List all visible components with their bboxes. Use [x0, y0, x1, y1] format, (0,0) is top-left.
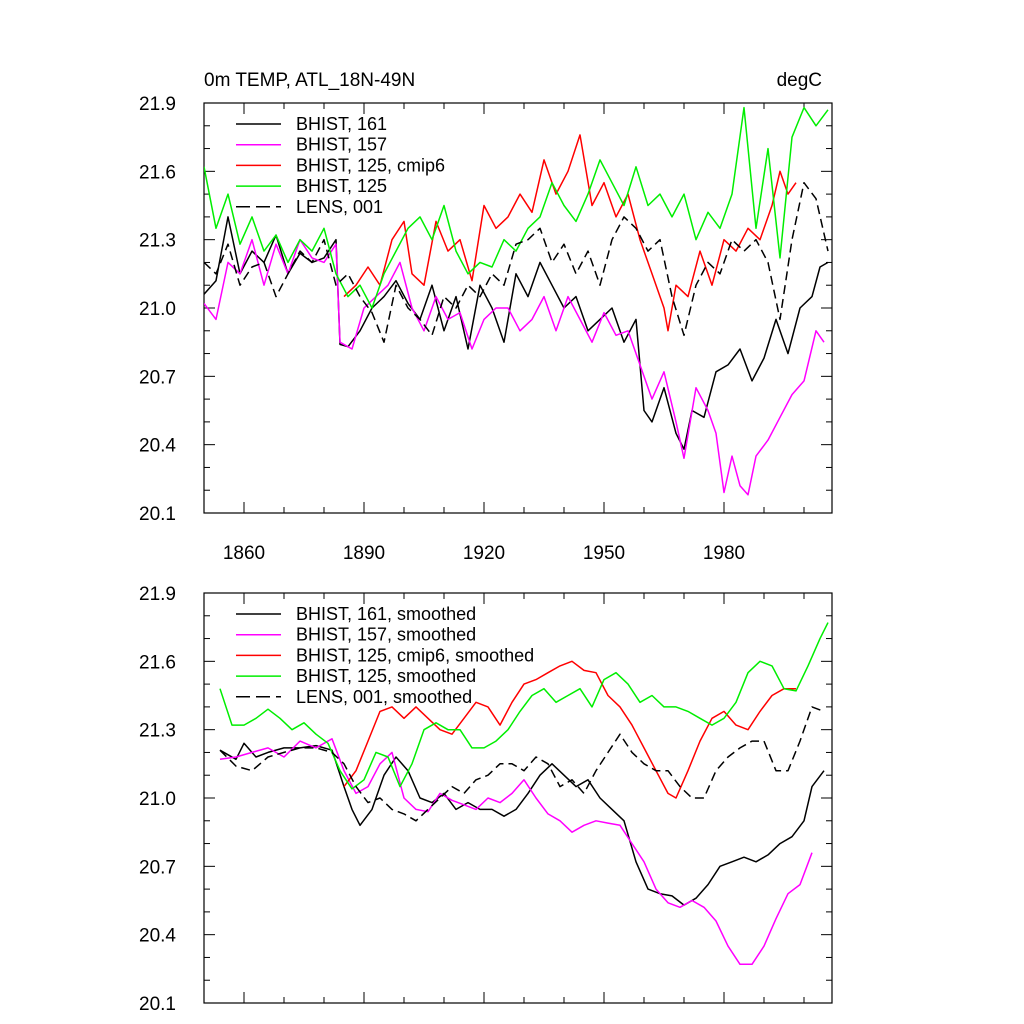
legend-label: BHIST, 157 [296, 135, 387, 155]
legend-label: BHIST, 161, smoothed [296, 604, 476, 624]
y-tick-label: 20.4 [139, 926, 176, 947]
x-tick-label: 1860 [223, 543, 265, 564]
series-line [219, 738, 813, 966]
y-tick-label: 20.1 [139, 994, 176, 1015]
x-tick-label: 1980 [703, 543, 745, 564]
series-line [204, 238, 825, 496]
x-tick-label: 1890 [343, 543, 385, 564]
x-tick-label: 1920 [463, 543, 505, 564]
bottom-panel: 20.1 20.4 20.7 21.0 21.3 21.6 21.9 BHIST, 161, … [139, 584, 833, 1015]
legend-label: LENS, 001 [296, 197, 383, 217]
y-tick-label: 21.0 [139, 789, 176, 810]
series-group [204, 106, 829, 496]
series-line [219, 706, 825, 822]
legend-label: BHIST, 125, cmip6, smoothed [296, 645, 534, 665]
legend-label: LENS, 001, smoothed [296, 687, 472, 707]
x-tick-label: 1950 [583, 543, 625, 564]
series-group [219, 622, 829, 966]
y-tick-label: 20.7 [139, 367, 176, 388]
y-tick-label: 20.7 [139, 857, 176, 878]
y-tick-label: 20.1 [139, 504, 176, 525]
y-tick-label: 21.9 [139, 584, 176, 605]
y-tick-label: 21.0 [139, 299, 176, 320]
y-tick-label: 21.6 [139, 162, 176, 183]
y-tick-label: 21.3 [139, 231, 176, 252]
plot-title: 0m TEMP, ATL_18N-49N [204, 70, 415, 91]
legend-label: BHIST, 125, cmip6 [296, 155, 445, 175]
series-line [204, 181, 829, 343]
series-line [343, 660, 796, 799]
series-line [219, 742, 825, 906]
legend-label: BHIST, 161 [296, 114, 387, 134]
units-label: degC [777, 70, 822, 91]
series-line [204, 216, 829, 450]
y-tick-label: 21.6 [139, 652, 176, 673]
series-line [204, 106, 829, 309]
series-line [343, 134, 797, 332]
top-panel: 0m TEMP, ATL_18N-49N degC 20.1 20.4 20.7 21… [139, 70, 833, 564]
series-line [219, 622, 829, 790]
y-tick-label: 21.3 [139, 721, 176, 742]
y-tick-label: 20.4 [139, 436, 176, 457]
legend-label: BHIST, 157, smoothed [296, 625, 476, 645]
legend-label: BHIST, 125 [296, 176, 387, 196]
y-tick-label: 21.9 [139, 94, 176, 115]
legend-label: BHIST, 125, smoothed [296, 666, 476, 686]
